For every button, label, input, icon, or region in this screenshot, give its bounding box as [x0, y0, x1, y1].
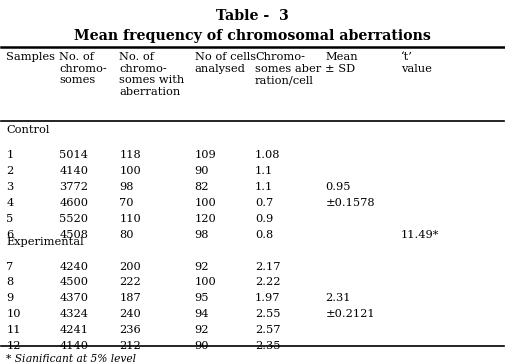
Text: 0.95: 0.95: [325, 182, 351, 192]
Text: No of cells
analysed: No of cells analysed: [195, 52, 256, 74]
Text: Table -  3: Table - 3: [216, 9, 289, 23]
Text: 0.7: 0.7: [255, 198, 273, 208]
Text: 187: 187: [119, 294, 141, 303]
Text: 5014: 5014: [59, 150, 88, 160]
Text: 100: 100: [195, 278, 217, 287]
Text: 95: 95: [195, 294, 209, 303]
Text: 4140: 4140: [59, 166, 88, 176]
Text: 90: 90: [195, 166, 209, 176]
Text: 4508: 4508: [59, 230, 88, 240]
Text: Control: Control: [7, 125, 50, 135]
Text: 200: 200: [119, 261, 141, 272]
Text: 80: 80: [119, 230, 134, 240]
Text: No. of
chromo-
somes with
aberration: No. of chromo- somes with aberration: [119, 52, 185, 97]
Text: Mean frequency of chromosomal aberrations: Mean frequency of chromosomal aberration…: [74, 29, 431, 43]
Text: ±0.2121: ±0.2121: [325, 310, 375, 319]
Text: 98: 98: [119, 182, 134, 192]
Text: No. of
chromo-
somes: No. of chromo- somes: [59, 52, 107, 85]
Text: 90: 90: [195, 341, 209, 352]
Text: 82: 82: [195, 182, 209, 192]
Text: 1.97: 1.97: [255, 294, 280, 303]
Text: 4: 4: [7, 198, 14, 208]
Text: 240: 240: [119, 310, 141, 319]
Text: 1.08: 1.08: [255, 150, 280, 160]
Text: 5: 5: [7, 214, 14, 224]
Text: 2.22: 2.22: [255, 278, 280, 287]
Text: 100: 100: [119, 166, 141, 176]
Text: 2.31: 2.31: [325, 294, 351, 303]
Text: 2.17: 2.17: [255, 261, 280, 272]
Text: 236: 236: [119, 325, 141, 336]
Text: 1.1: 1.1: [255, 166, 273, 176]
Text: 118: 118: [119, 150, 141, 160]
Text: Experimental: Experimental: [7, 237, 84, 247]
Text: 4324: 4324: [59, 310, 88, 319]
Text: 4500: 4500: [59, 278, 88, 287]
Text: 94: 94: [195, 310, 209, 319]
Text: 4370: 4370: [59, 294, 88, 303]
Text: 2.35: 2.35: [255, 341, 280, 352]
Text: 70: 70: [119, 198, 134, 208]
Text: 3772: 3772: [59, 182, 88, 192]
Text: 0.8: 0.8: [255, 230, 273, 240]
Text: 110: 110: [119, 214, 141, 224]
Text: 2.55: 2.55: [255, 310, 280, 319]
Text: 8: 8: [7, 278, 14, 287]
Text: 212: 212: [119, 341, 141, 352]
Text: 12: 12: [7, 341, 21, 352]
Text: 100: 100: [195, 198, 217, 208]
Text: 1: 1: [7, 150, 14, 160]
Text: 109: 109: [195, 150, 217, 160]
Text: 2: 2: [7, 166, 14, 176]
Text: 0.9: 0.9: [255, 214, 273, 224]
Text: Chromo-
somes aber
ration/cell: Chromo- somes aber ration/cell: [255, 52, 321, 85]
Text: 4600: 4600: [59, 198, 88, 208]
Text: 10: 10: [7, 310, 21, 319]
Text: 3: 3: [7, 182, 14, 192]
Text: 7: 7: [7, 261, 14, 272]
Text: 98: 98: [195, 230, 209, 240]
Text: 4240: 4240: [59, 261, 88, 272]
Text: 222: 222: [119, 278, 141, 287]
Text: ‘t’
value: ‘t’ value: [400, 52, 432, 74]
Text: 6: 6: [7, 230, 14, 240]
Text: 92: 92: [195, 325, 209, 336]
Text: 11: 11: [7, 325, 21, 336]
Text: 92: 92: [195, 261, 209, 272]
Text: 11.49*: 11.49*: [400, 230, 439, 240]
Text: Samples: Samples: [7, 52, 56, 62]
Text: 4241: 4241: [59, 325, 88, 336]
Text: * Significant at 5% level: * Significant at 5% level: [7, 354, 136, 362]
Text: 2.57: 2.57: [255, 325, 280, 336]
Text: 5520: 5520: [59, 214, 88, 224]
Text: 120: 120: [195, 214, 217, 224]
Text: Mean
± SD: Mean ± SD: [325, 52, 358, 74]
Text: 1.1: 1.1: [255, 182, 273, 192]
Text: 4140: 4140: [59, 341, 88, 352]
Text: 9: 9: [7, 294, 14, 303]
Text: ±0.1578: ±0.1578: [325, 198, 375, 208]
